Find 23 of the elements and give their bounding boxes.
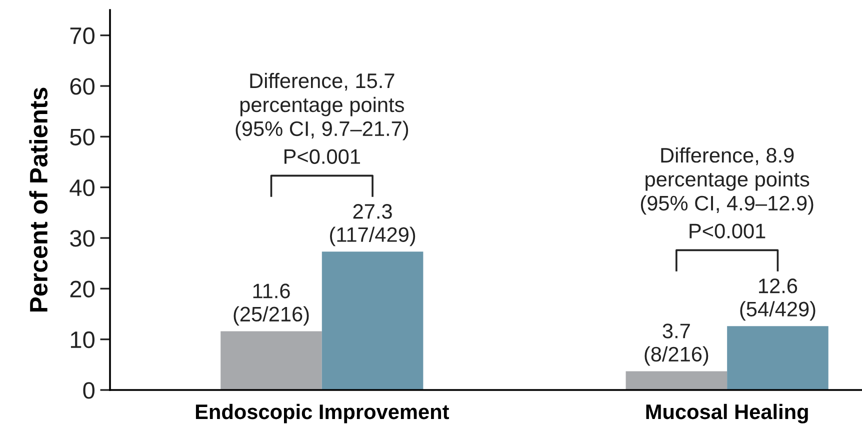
annotation: P<0.001 [690,224,766,238]
data-label: 11.6 (25/216) [234,284,309,326]
annotation: Difference, 8.9 percentage points (95% CI, 4.9–12.9) [640,147,814,215]
y-axis-title: Percent of Patients [29,88,48,312]
y-tick-label: 60 [70,78,94,95]
x-tick-label: Mucosal Healing [646,404,808,424]
annotation: Difference, 15.7 percentage points (95% CI, 9.7–21.7) [236,72,408,140]
data-label: 27.3 (117/429) [330,204,416,246]
data-label: 3.7 (8/216) [644,324,708,366]
bar [220,331,322,390]
y-tick-label: 20 [70,280,94,298]
y-tick-label: 40 [70,179,94,196]
y-tick-label: 70 [70,27,94,44]
y-tick-label: 0 [83,382,94,399]
y-tick-label: 30 [70,230,94,247]
annotation: P<0.001 [284,149,360,164]
data-label: 12.6 (54/429) [740,278,816,321]
y-tick-label: 50 [70,128,94,146]
x-tick-label: Endoscopic Improvement [196,404,449,424]
y-tick-label: 10 [70,331,94,348]
bar [322,252,424,390]
bar [727,326,828,390]
bar [626,371,728,390]
